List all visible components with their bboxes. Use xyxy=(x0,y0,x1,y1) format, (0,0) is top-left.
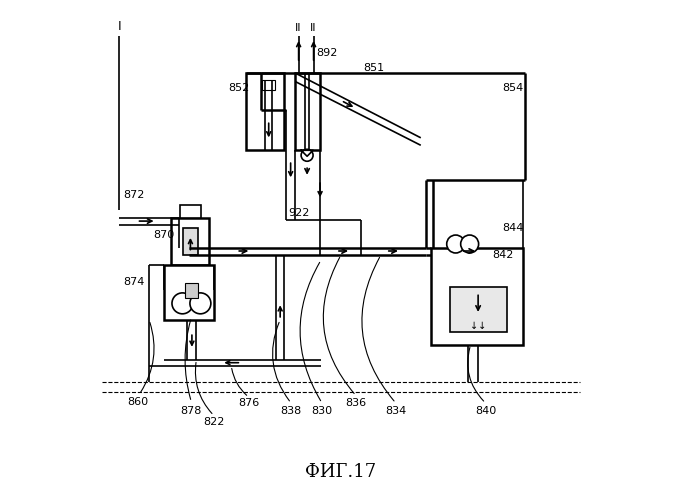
Bar xyxy=(186,284,198,298)
Bar xyxy=(246,73,284,150)
Bar xyxy=(431,248,523,344)
Bar xyxy=(183,228,198,255)
Text: 822: 822 xyxy=(203,417,224,427)
Bar xyxy=(449,288,507,333)
Text: ФИГ.17: ФИГ.17 xyxy=(306,463,376,481)
Text: 872: 872 xyxy=(123,190,145,200)
Text: 840: 840 xyxy=(475,406,496,415)
Text: II: II xyxy=(310,23,317,33)
Bar xyxy=(295,73,320,150)
Text: 834: 834 xyxy=(385,406,406,415)
Text: 860: 860 xyxy=(127,397,148,407)
Text: II: II xyxy=(295,23,302,33)
Text: 830: 830 xyxy=(312,406,333,415)
Circle shape xyxy=(301,150,313,161)
Text: 838: 838 xyxy=(280,406,301,415)
Text: 854: 854 xyxy=(503,83,524,93)
Text: 844: 844 xyxy=(503,222,524,232)
Bar xyxy=(181,205,201,218)
Circle shape xyxy=(172,293,193,314)
Text: 851: 851 xyxy=(363,63,384,73)
Text: 870: 870 xyxy=(153,230,175,240)
Text: 878: 878 xyxy=(181,406,202,415)
Bar xyxy=(164,265,214,320)
Bar xyxy=(171,218,209,265)
Text: 836: 836 xyxy=(345,398,366,408)
Circle shape xyxy=(190,293,211,314)
Text: ↓↓: ↓↓ xyxy=(470,321,486,331)
Text: 876: 876 xyxy=(238,398,259,408)
Bar xyxy=(262,80,275,90)
Text: 852: 852 xyxy=(228,83,250,93)
Text: 842: 842 xyxy=(492,250,514,260)
Text: 874: 874 xyxy=(123,278,145,287)
Text: I: I xyxy=(117,20,121,33)
Text: 892: 892 xyxy=(316,48,338,58)
Circle shape xyxy=(460,235,479,253)
Circle shape xyxy=(447,235,464,253)
Text: 922: 922 xyxy=(288,208,310,218)
